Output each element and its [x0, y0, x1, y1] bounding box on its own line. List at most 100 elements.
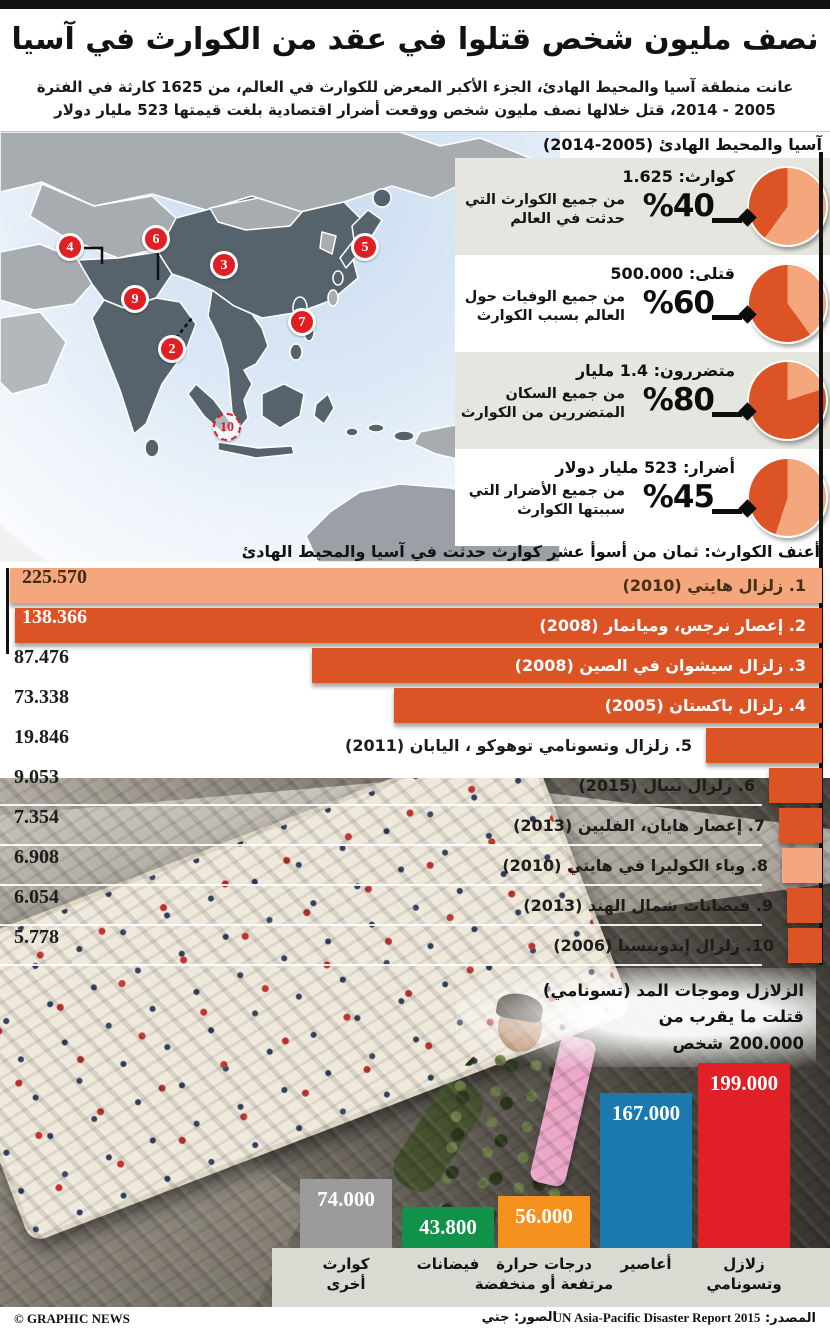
pointer-line: [712, 509, 742, 514]
stat-description: من جميع السكان المتضررين من الكوارث: [460, 386, 625, 421]
header-divider: [0, 131, 830, 132]
disaster-bar: [779, 808, 822, 843]
disaster-label: 2. إعصار نرجس، وميانمار (2008): [539, 616, 806, 635]
disaster-value: 73.338: [14, 686, 69, 708]
disaster-row: 8. وباء الكوليرا في هايتي (2010) 6.908: [0, 846, 830, 886]
row-underline: [0, 844, 762, 846]
disaster-bar: [782, 848, 822, 883]
disaster-row: 7. إعصار هايان، الفلبين (2013) 7.354: [0, 806, 830, 846]
worst-chart-heading: أعنف الكوارث: ثمان من أسوأ عشر كوارث حدث…: [241, 542, 820, 561]
pointer-line: [712, 218, 742, 223]
disaster-bar: [769, 768, 822, 803]
disaster-value: 225.570: [22, 566, 87, 588]
disaster-row: 9. فيضانات شمال الهند (2013) 6.054: [0, 886, 830, 926]
row-underline: [0, 884, 762, 886]
stats-panel: كوارث: 1.625 %40 من جميع الكوارث التي حدثت…: [0, 158, 830, 546]
source-label: المصدر:: [764, 1311, 816, 1326]
stat-description: من جميع الكوارث التي حدثت في العالم: [465, 192, 625, 227]
row-underline: [0, 924, 762, 926]
tsunami-annotation: الزلازل وموجات المد (تسونامي) قتلت ما يق…: [456, 968, 816, 1068]
axis-band: [272, 1248, 830, 1307]
map-marker-10: 10: [213, 413, 241, 441]
disaster-label: 6. زلزال نيبال (2015): [578, 776, 755, 795]
deaths-value: 56.000: [515, 1204, 573, 1228]
deaths-category-label: زلازل وتسونامي: [706, 1255, 782, 1294]
stat-percentage: %40: [642, 188, 715, 224]
deaths-bar: [600, 1093, 692, 1248]
disaster-label: 4. زلزال باكستان (2005): [604, 696, 806, 715]
stat-description: من جميع الوفيات حول العالم بسبب الكوارث: [464, 289, 625, 324]
disaster-row: 2. إعصار نرجس، وميانمار (2008) 138.366: [0, 606, 830, 646]
disaster-label: 10. زلزال إندونيسيا (2006): [553, 936, 774, 955]
disaster-label: 3. زلزال سيشوان في الصين (2008): [514, 656, 806, 675]
deaths-bar: [498, 1196, 590, 1248]
stat-percentage: %45: [642, 479, 715, 515]
disaster-bar: [15, 608, 822, 643]
disaster-value: 6.908: [14, 846, 59, 868]
disaster-row: 6. زلزال نيبال (2015) 9.053: [0, 766, 830, 806]
disaster-bar: [787, 888, 822, 923]
disaster-label: 7. إعصار هايان، الفلبين (2013): [513, 816, 765, 835]
deaths-category-label: أعاصير: [620, 1255, 672, 1273]
worst-disasters-chart: 1. زلزال هايتي (2010) 225.570 2. إعصار نرج…: [0, 566, 830, 968]
disaster-value: 19.846: [14, 726, 69, 748]
pointer-line: [712, 412, 742, 417]
disaster-bar: [706, 728, 822, 763]
disaster-bar: [788, 928, 822, 963]
disaster-label: 9. فيضانات شمال الهند (2013): [523, 896, 773, 915]
source-credit: المصدر: UN Asia-Pacific Disaster Report …: [553, 1310, 816, 1326]
copyright: © GRAPHIC NEWS: [14, 1311, 130, 1326]
disaster-label: 1. زلزال هايتي (2010): [622, 576, 806, 595]
row-underline: [0, 804, 762, 806]
stat-label: كوارث: 1.625: [622, 167, 735, 186]
source-text: UN Asia-Pacific Disaster Report 2015: [552, 1310, 761, 1325]
intro-text: عانت منطقة آسيا والمحيط الهادئ، الجزء ال…: [36, 78, 794, 120]
disaster-row: 3. زلزال سيشوان في الصين (2008) 87.476: [0, 646, 830, 686]
stat-row: أضرار: 523 مليار دولار %45 من جميع الأضرار…: [0, 449, 830, 546]
disaster-bar: [10, 568, 822, 603]
disaster-row: 4. زلزال باكستان (2005) 73.338: [0, 686, 830, 726]
top-border-bar: [0, 0, 830, 9]
stats-panel-heading: آسيا والمحيط الهادئ (2005-2014): [542, 135, 822, 154]
chart-right-rule: [819, 152, 823, 965]
map-marker-5: 5: [351, 233, 379, 261]
map-marker-2: 2: [158, 335, 186, 363]
disaster-row: 5. زلزال وتسونامي توهوكو ، اليابان (2011…: [0, 726, 830, 766]
deaths-value: 167.000: [611, 1101, 681, 1125]
row-underline: [0, 964, 762, 966]
stat-row: متضررون: 1.4 مليار %80 من جميع السكان المت…: [0, 352, 830, 449]
stat-description: من جميع الأضرار التي سببتها الكوارث: [468, 483, 625, 518]
disaster-value: 6.054: [14, 886, 59, 908]
pie-chart: [747, 457, 828, 538]
disaster-bar: [312, 648, 822, 683]
deaths-category-label: فيضانات: [416, 1255, 480, 1273]
page-title: نصف مليون شخص قتلوا في عقد من الكوارث في…: [11, 22, 819, 57]
chart-left-rule: [6, 568, 9, 654]
disaster-label: 8. وباء الكوليرا في هايتي (2010): [502, 856, 768, 875]
disaster-value: 138.366: [22, 606, 87, 628]
disaster-label: 5. زلزال وتسونامي توهوكو ، اليابان (2011…: [345, 736, 692, 755]
disaster-bar: [394, 688, 822, 723]
map-marker-3: 3: [210, 251, 238, 279]
disaster-row: 1. زلزال هايتي (2010) 225.570: [0, 566, 830, 606]
map-marker-7: 7: [288, 308, 316, 336]
map-marker-4: 4: [56, 233, 84, 261]
footer: [0, 1307, 830, 1333]
stat-label: متضررون: 1.4 مليار: [575, 361, 735, 380]
stat-label: قتلى: 500.000: [610, 264, 735, 283]
pointer-line: [712, 315, 742, 320]
deaths-category-label: درجات حرارة مرتفعة أو منخفضة: [474, 1255, 614, 1294]
deaths-value: 43.800: [419, 1215, 477, 1239]
deaths-value: 199.000: [709, 1071, 779, 1095]
stat-row: كوارث: 1.625 %40 من جميع الكوارث التي حدثت…: [0, 158, 830, 255]
pie-chart: [747, 166, 828, 247]
photo-credit: الصور: جتي: [481, 1310, 557, 1325]
deaths-bar: [300, 1179, 392, 1248]
pie-chart: [747, 360, 828, 441]
map-marker-6: 6: [142, 225, 170, 253]
deaths-bar: [698, 1063, 790, 1248]
deaths-bar: [402, 1207, 494, 1248]
photo-debris: [0, 1108, 310, 1310]
deaths-category-label: كوارث أخرى: [322, 1255, 370, 1294]
